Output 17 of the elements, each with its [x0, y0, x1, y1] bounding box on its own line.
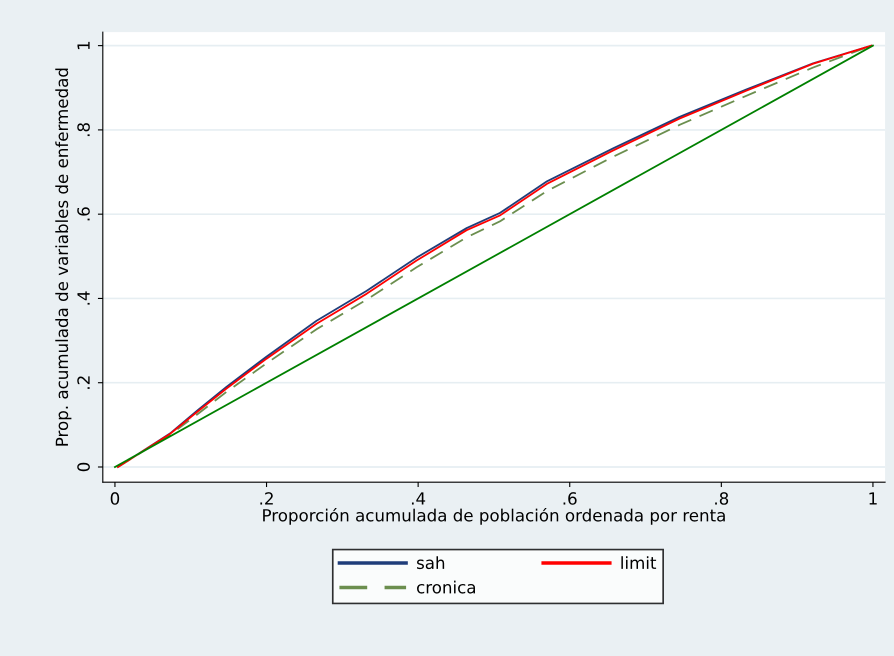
x-tick-label: 1: [869, 492, 877, 505]
x-axis-title: Proporción acumulada de población ordenada por renta: [263, 508, 725, 525]
legend-label: cronica: [417, 580, 475, 594]
y-tick-label: .2: [77, 376, 90, 389]
x-tick-label: .6: [564, 492, 577, 505]
x-tick-label: .4: [412, 492, 426, 505]
legend-label: limit: [621, 556, 656, 569]
y-axis-title: Prop. acumulada de variables de enfermedad: [55, 68, 72, 446]
x-tick-label: .2: [260, 492, 273, 505]
y-tick-label: .6: [77, 207, 90, 220]
y-tick-label: .8: [77, 123, 90, 136]
y-tick-label: .4: [77, 291, 90, 305]
y-tick-label: 0: [77, 462, 90, 472]
x-tick-label: .8: [715, 492, 728, 505]
y-tick-label: 1: [77, 42, 90, 50]
x-tick-label: 0: [110, 492, 120, 505]
legend-label: sah: [416, 556, 444, 570]
